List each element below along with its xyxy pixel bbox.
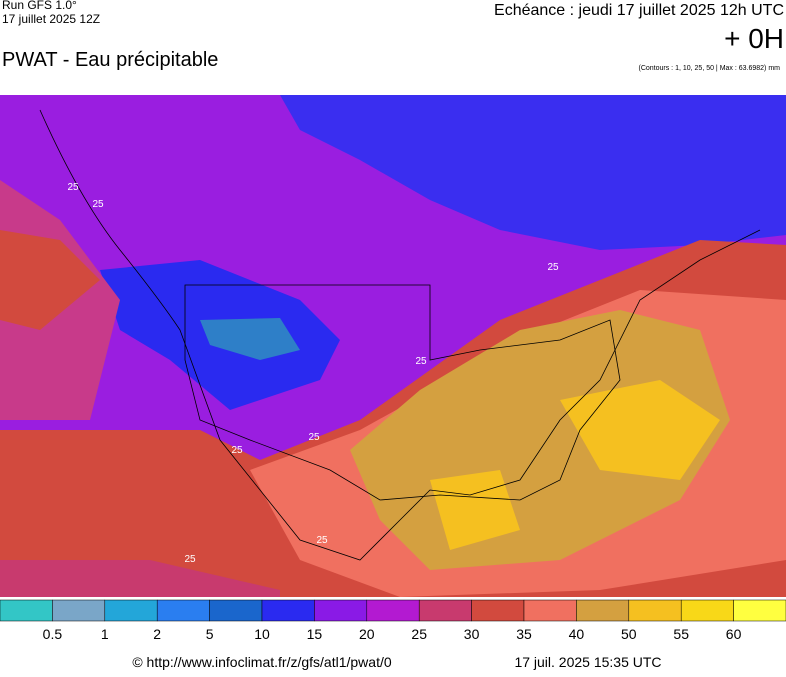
region-teal [200, 318, 300, 360]
source: © http://www.infoclimat.fr/z/gfs/atl1/pw… [132, 654, 392, 670]
colorbar-label: 55 [673, 626, 689, 642]
colorbar-swatch [261, 599, 315, 622]
colorbar-label: 2 [153, 626, 161, 642]
contour-label: 25 [67, 182, 79, 193]
colorbar-label: 50 [621, 626, 637, 642]
contours-note: (Contours : 1, 10, 25, 50 | Max : 63.698… [639, 65, 781, 72]
colorbar-swatch [314, 599, 368, 622]
colorbar-label: 30 [464, 626, 480, 642]
coastline [39, 109, 761, 561]
contour-label: 25 [316, 535, 328, 546]
colorbar-swatch [733, 599, 786, 622]
colorbar-label: 15 [307, 626, 323, 642]
contour-label: 25 [184, 554, 196, 565]
colorbar-label: 5 [206, 626, 214, 642]
colorbar-swatch [366, 599, 420, 622]
colorbar-swatch [52, 599, 106, 622]
contour-label: 25 [415, 356, 427, 367]
colorbar-swatch [471, 599, 525, 622]
colorbar: 0.5 1 2 5 10 15 20 25 30 35 40 50 55 60 [0, 599, 786, 642]
colorbar-label: 10 [254, 626, 270, 642]
colorbar-label: 35 [516, 626, 532, 642]
colorbar-swatch [0, 599, 53, 622]
echeance: Echéance : jeudi 17 juillet 2025 12h UTC [494, 2, 784, 19]
contour-labels: 25 25 25 25 25 25 25 25 [67, 182, 559, 565]
borders [184, 284, 621, 501]
offset: + 0H [724, 23, 784, 54]
colorbar-label: 40 [569, 626, 585, 642]
contour-label: 25 [308, 432, 320, 443]
colorbar-swatch [418, 599, 472, 622]
contour-label: 25 [547, 262, 559, 273]
colorbar-swatch [156, 599, 210, 622]
colorbar-swatch [680, 599, 734, 622]
colorbar-label: 20 [359, 626, 375, 642]
colorbar-swatch [523, 599, 577, 622]
colorbar-label: 0.5 [43, 626, 63, 642]
colorbar-swatch [209, 599, 263, 622]
colorbar-swatch [104, 599, 158, 622]
colorbar-label: 25 [411, 626, 427, 642]
region-yellow [430, 380, 720, 550]
title: PWAT - Eau précipitable [2, 49, 218, 71]
colorbar-swatch [576, 599, 630, 622]
colorbar-label: 60 [726, 626, 742, 642]
timestamp: 17 juil. 2025 15:35 UTC [514, 654, 661, 670]
colorbar-swatch [628, 599, 682, 622]
contour-label: 25 [231, 445, 243, 456]
region-crimson [0, 560, 280, 597]
run: Run GFS 1.0° [2, 0, 77, 12]
run-date: 17 juillet 2025 12Z [2, 12, 100, 26]
region-blue [280, 95, 786, 250]
contour-label: 25 [92, 199, 104, 210]
map [0, 95, 786, 597]
region-red [0, 230, 100, 330]
colorbar-label: 1 [101, 626, 109, 642]
